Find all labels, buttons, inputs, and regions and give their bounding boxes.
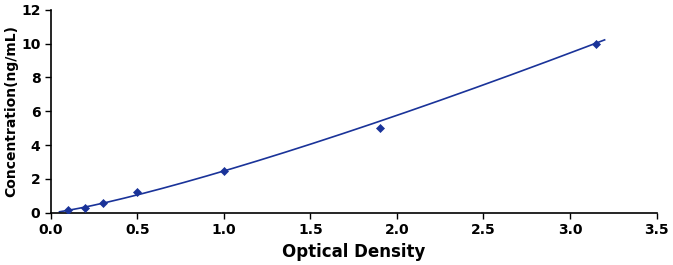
X-axis label: Optical Density: Optical Density bbox=[282, 243, 425, 261]
Y-axis label: Concentration(ng/mL): Concentration(ng/mL) bbox=[4, 25, 18, 197]
